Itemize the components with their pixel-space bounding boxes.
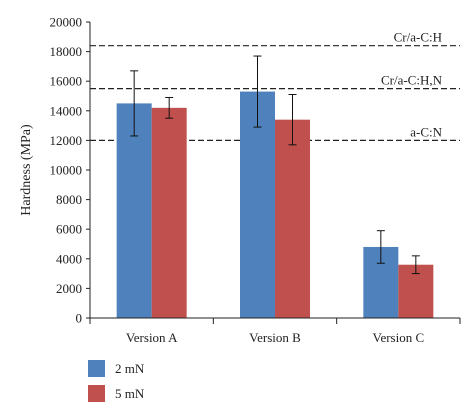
reference-line-label: Cr/a-C:H <box>394 30 442 45</box>
x-tick-label: Version C <box>373 330 425 345</box>
y-tick-label: 16000 <box>50 74 83 89</box>
y-tick-label: 12000 <box>50 133 83 148</box>
y-tick-label: 8000 <box>56 192 82 207</box>
y-tick-label: 6000 <box>56 222 82 237</box>
bar <box>151 107 187 318</box>
bar <box>240 91 275 318</box>
legend-label: 5 mN <box>115 386 145 401</box>
reference-lines: Cr/a-C:H Cr/a-C:H,N a-C:N <box>90 30 460 141</box>
bars <box>116 55 434 319</box>
y-tick-label: 2000 <box>56 281 82 296</box>
bar <box>116 103 152 319</box>
legend-swatch <box>88 385 105 402</box>
x-tick-label: Version A <box>126 330 178 345</box>
legend-label: 2 mN <box>115 361 145 376</box>
x-tick-label: Version B <box>249 330 301 345</box>
legend-swatch <box>88 360 105 377</box>
y-tick-label: 20000 <box>50 15 83 30</box>
reference-line-label: a-C:N <box>410 124 442 139</box>
y-tick-label: 0 <box>76 311 83 326</box>
y-tick-label: 14000 <box>50 103 83 118</box>
y-tick-label: 18000 <box>50 44 83 59</box>
axes: 0 2000 4000 6000 8000 10000 12000 14000 16000 180… <box>50 15 461 345</box>
reference-line-label: Cr/a-C:H,N <box>381 73 443 88</box>
bar <box>275 119 310 319</box>
y-tick-label: 10000 <box>50 163 83 178</box>
y-tick-label: 4000 <box>56 251 82 266</box>
legend: 2 mN 5 mN <box>88 360 145 402</box>
y-axis-title: Hardness (MPa) <box>19 124 34 216</box>
